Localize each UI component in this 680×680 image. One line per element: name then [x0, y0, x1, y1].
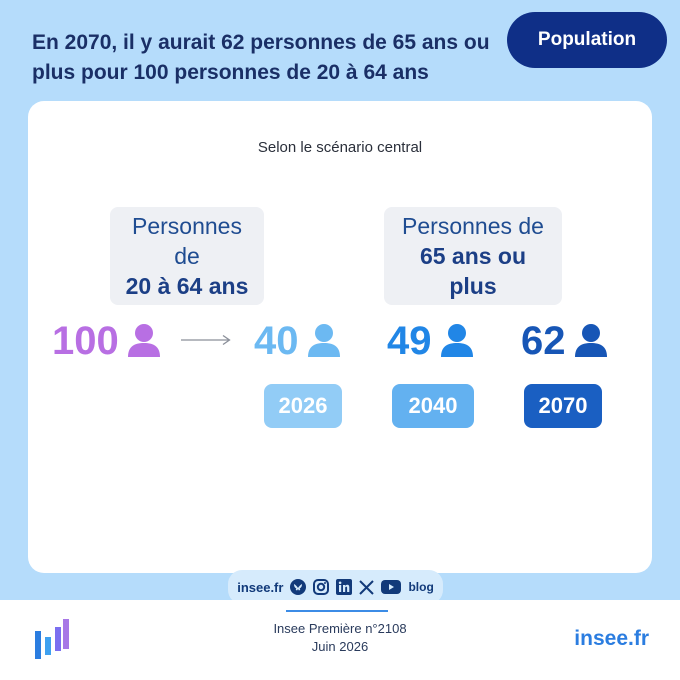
- scenario-subtitle: Selon le scénario central: [257, 139, 423, 156]
- stat-2040: 49: [387, 317, 474, 365]
- stat-2026: 40: [254, 317, 341, 365]
- person-icon: [574, 323, 608, 359]
- site-link[interactable]: insee.fr: [237, 579, 284, 595]
- footer: Insee Première n°2108 Juin 2026 insee.fr: [0, 600, 680, 680]
- category-badge[interactable]: Population: [507, 12, 667, 68]
- publication-info: Insee Première n°2108 Juin 2026: [0, 620, 680, 656]
- infographic-card: Selon le scénario central Personnes de 2…: [28, 101, 652, 573]
- base-stat: 100: [52, 317, 161, 365]
- year-badge-2040: 2040: [392, 384, 474, 428]
- page-title: En 2070, il y aurait 62 personnes de 65 …: [32, 31, 490, 84]
- working-age-label-line1: Personnes de: [132, 213, 242, 269]
- stat-2070: 62: [521, 317, 608, 365]
- blog-icon[interactable]: blog: [408, 580, 434, 594]
- linkedin-icon[interactable]: [336, 579, 353, 595]
- elderly-label-line1: Personnes de: [402, 213, 544, 239]
- arrow-icon: [180, 333, 232, 351]
- footer-divider: [286, 610, 388, 612]
- person-icon: [307, 323, 341, 359]
- x-icon[interactable]: [359, 579, 375, 595]
- stat-value: 62: [521, 318, 566, 363]
- bluesky-icon[interactable]: [290, 579, 307, 595]
- working-age-label-line2: 20 à 64 ans: [125, 273, 249, 299]
- year-badge-2026: 2026: [264, 384, 342, 428]
- publication-number: Insee Première n°2108: [273, 621, 407, 636]
- instagram-icon[interactable]: [313, 579, 330, 595]
- person-icon: [440, 323, 474, 359]
- elderly-label: Personnes de 65 ans ou plus: [384, 207, 562, 305]
- working-age-label: Personnes de 20 à 64 ans: [110, 207, 264, 305]
- elderly-label-line2: 65 ans ou plus: [419, 243, 527, 299]
- insee-logo-icon: [33, 617, 71, 666]
- youtube-icon[interactable]: [381, 580, 402, 594]
- base-value: 100: [52, 318, 119, 363]
- person-icon: [127, 323, 161, 359]
- publication-date: Juin 2026: [311, 639, 369, 654]
- year-badge-2070: 2070: [524, 384, 602, 428]
- brand-link[interactable]: insee.fr: [574, 627, 649, 650]
- social-bar: insee.fr blog: [228, 570, 443, 604]
- stat-value: 40: [254, 318, 299, 363]
- stat-value: 49: [387, 318, 432, 363]
